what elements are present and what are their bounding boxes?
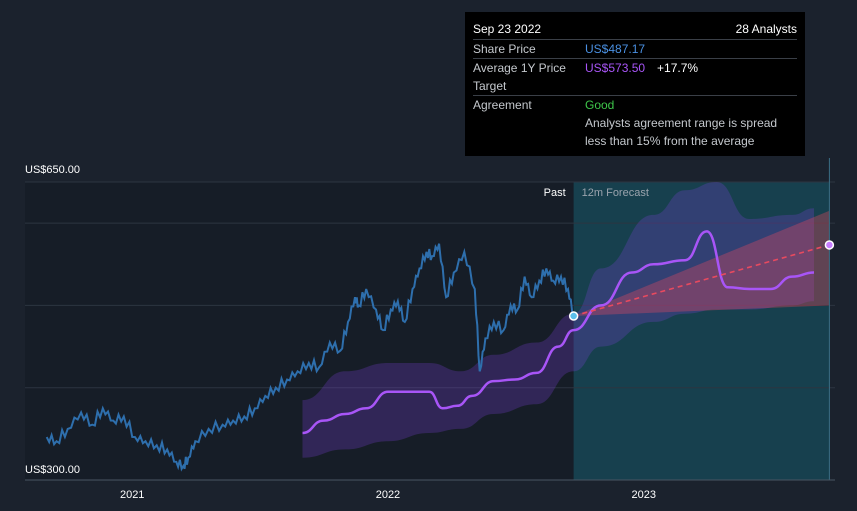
tooltip-row-target: Average 1Y Price Target US$573.50 +17.7% [473,59,797,96]
past-region-label: Past [544,187,566,199]
forecast-region-background [573,182,830,480]
y-tick-label-bottom: US$300.00 [25,464,80,476]
target-label: Average 1Y Price Target [473,61,566,93]
target-change: +17.7% [657,61,699,75]
share-price-line [45,243,575,472]
share-price-marker[interactable] [568,311,579,321]
tooltip-date: Sep 23 2022 [473,22,542,36]
gridlines [25,181,835,389]
tooltip-row-agreement: Agreement Good Analysts agreement range … [473,96,797,150]
tooltip-analyst-count: 28 Analysts [735,22,797,36]
data-tooltip: Sep 23 2022 28 Analysts Share Price US$4… [465,12,805,156]
average-target-line [302,230,815,435]
share-price-label: Share Price [473,42,536,56]
target-value-group: US$573.50 +17.7% [585,59,797,95]
x-tick-label-2023: 2023 [631,489,655,501]
target-value: US$573.50 [585,61,646,75]
x-tick-label-2021: 2021 [120,489,144,501]
tooltip-row-share-price: Share Price US$487.17 [473,40,797,59]
forecast-region-label: 12m Forecast [582,187,649,199]
target-range-band [302,182,814,458]
tooltip-header: Sep 23 2022 28 Analysts [473,20,797,40]
agreement-note: Analysts agreement range is spread less … [585,116,778,148]
y-tick-label-top: US$650.00 [25,164,80,176]
agreement-value: Good [585,98,615,112]
target-price-marker[interactable] [824,240,835,250]
share-price-value: US$487.17 [585,42,646,56]
x-tick-label-2022: 2022 [376,489,400,501]
agreement-label: Agreement [473,98,532,112]
past-region-shade [25,182,574,480]
agreement-value-group: Good Analysts agreement range is spread … [585,96,797,150]
